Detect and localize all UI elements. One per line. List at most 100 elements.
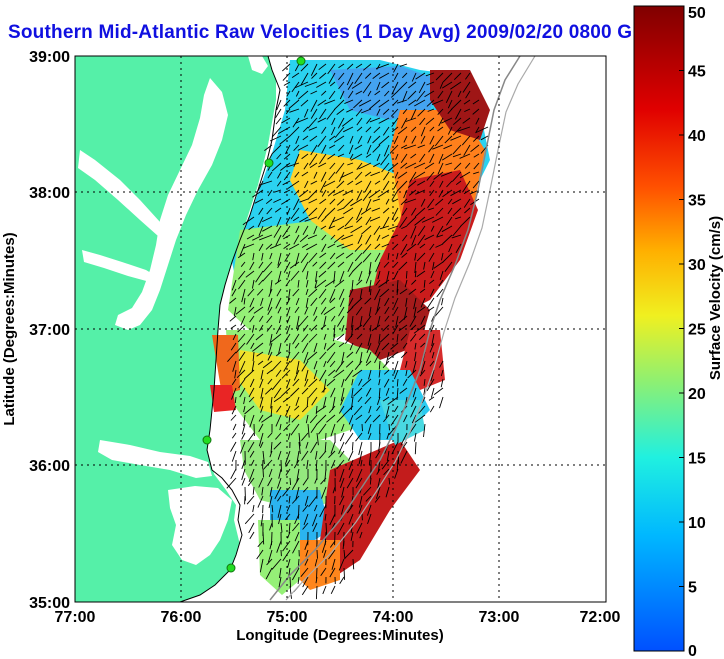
velocity-vector — [308, 378, 318, 388]
velocity-vector — [257, 540, 264, 548]
velocity-vector — [428, 396, 435, 401]
velocity-vector — [429, 189, 435, 197]
y-tick-label: 38:00 — [29, 185, 70, 202]
velocity-vector — [447, 207, 453, 215]
velocity-vector — [365, 234, 372, 245]
velocity-vector — [335, 162, 345, 174]
velocity-vector — [323, 360, 327, 368]
velocity-vector — [311, 513, 318, 527]
velocity-vector — [270, 333, 282, 343]
velocity-vector — [365, 270, 372, 284]
velocity-vector — [296, 315, 300, 330]
velocity-vector — [452, 225, 462, 237]
velocity-vector — [356, 189, 363, 201]
velocity-vector — [356, 522, 363, 534]
velocity-vector — [293, 144, 300, 152]
velocity-vector — [261, 252, 264, 261]
velocity-vector — [282, 540, 291, 552]
map-gridlines — [75, 56, 606, 602]
velocity-vector — [281, 117, 291, 124]
velocity-vector — [268, 288, 273, 297]
velocity-vector — [280, 387, 291, 398]
velocity-vector — [316, 432, 319, 446]
velocity-vector — [304, 378, 309, 387]
velocity-vector — [338, 144, 345, 152]
velocity-vector — [277, 270, 282, 282]
velocity-vector — [441, 252, 444, 261]
velocity-vector — [280, 162, 291, 171]
velocity-vector — [365, 360, 372, 366]
velocity-vector — [252, 252, 255, 261]
velocity-vector — [417, 108, 426, 117]
velocity-vector — [331, 315, 336, 322]
velocity-vector — [441, 297, 444, 306]
velocity-vector — [383, 468, 390, 476]
velocity-vector — [376, 315, 381, 327]
velocity-vector — [249, 261, 255, 271]
velocity-vector — [335, 360, 345, 373]
potomac-river — [78, 150, 166, 236]
velocity-vector — [447, 99, 453, 109]
velocity-vector — [418, 81, 426, 94]
velocity-vector — [369, 216, 381, 222]
velocity-vector — [358, 162, 372, 170]
velocity-vector — [238, 360, 246, 374]
velocity-vector — [320, 225, 327, 230]
velocity-vector — [416, 90, 426, 102]
velocity-vector — [348, 144, 354, 155]
velocity-vector — [393, 261, 399, 267]
velocity-vector — [429, 342, 435, 353]
velocity-vector — [336, 414, 345, 423]
velocity-vector — [430, 324, 435, 332]
velocity-vector — [420, 198, 426, 207]
velocity-vector — [278, 315, 282, 324]
velocity-vector — [267, 306, 273, 316]
chesapeake-bay — [115, 78, 228, 330]
velocity-vector — [303, 351, 309, 364]
velocity-vector — [273, 396, 282, 403]
velocity-vector — [337, 225, 345, 231]
velocity-vector — [295, 297, 300, 306]
velocity-vector — [252, 486, 255, 495]
velocity-vector — [256, 549, 264, 560]
velocity-vector — [301, 387, 309, 395]
velocity-vector — [274, 279, 282, 285]
velocity-vector — [365, 153, 372, 158]
velocity-vector — [426, 171, 435, 181]
velocity-vector — [350, 531, 354, 541]
velocity-vector — [321, 387, 327, 393]
velocity-vector — [410, 333, 417, 342]
velocity-vector — [282, 72, 291, 81]
x-tick-label: 73:00 — [479, 609, 520, 626]
velocity-vector — [338, 72, 345, 81]
velocity-vector — [396, 99, 408, 104]
velocity-vector — [442, 72, 453, 83]
velocity-vector — [291, 414, 300, 423]
velocity-vector — [259, 315, 264, 322]
velocity-vector — [323, 333, 327, 340]
velocity-vector — [328, 90, 336, 100]
velocity-vector — [408, 189, 417, 196]
velocity-vector — [339, 90, 345, 100]
velocity-vector — [265, 567, 273, 580]
velocity-vector — [365, 216, 372, 226]
velocity-vector — [402, 108, 408, 115]
velocity-vector — [267, 297, 273, 311]
velocity-vector — [317, 162, 327, 168]
radar-station-marker — [226, 563, 236, 573]
velocity-vector — [383, 144, 390, 157]
velocity-vector — [393, 369, 399, 380]
velocity-vector — [275, 297, 282, 309]
velocity-vector — [306, 459, 309, 470]
velocity-vector — [411, 279, 417, 285]
velocity-vector — [410, 126, 417, 132]
velocity-vector — [420, 342, 426, 348]
velocity-vector — [302, 576, 309, 588]
velocity-vector — [301, 153, 309, 160]
velocity-vector — [356, 117, 363, 126]
velocity-vector — [464, 108, 471, 113]
velocity-vector — [450, 81, 462, 90]
velocity-vector — [301, 405, 309, 413]
velocity-vector — [382, 108, 390, 115]
velocity-vector — [286, 90, 291, 97]
